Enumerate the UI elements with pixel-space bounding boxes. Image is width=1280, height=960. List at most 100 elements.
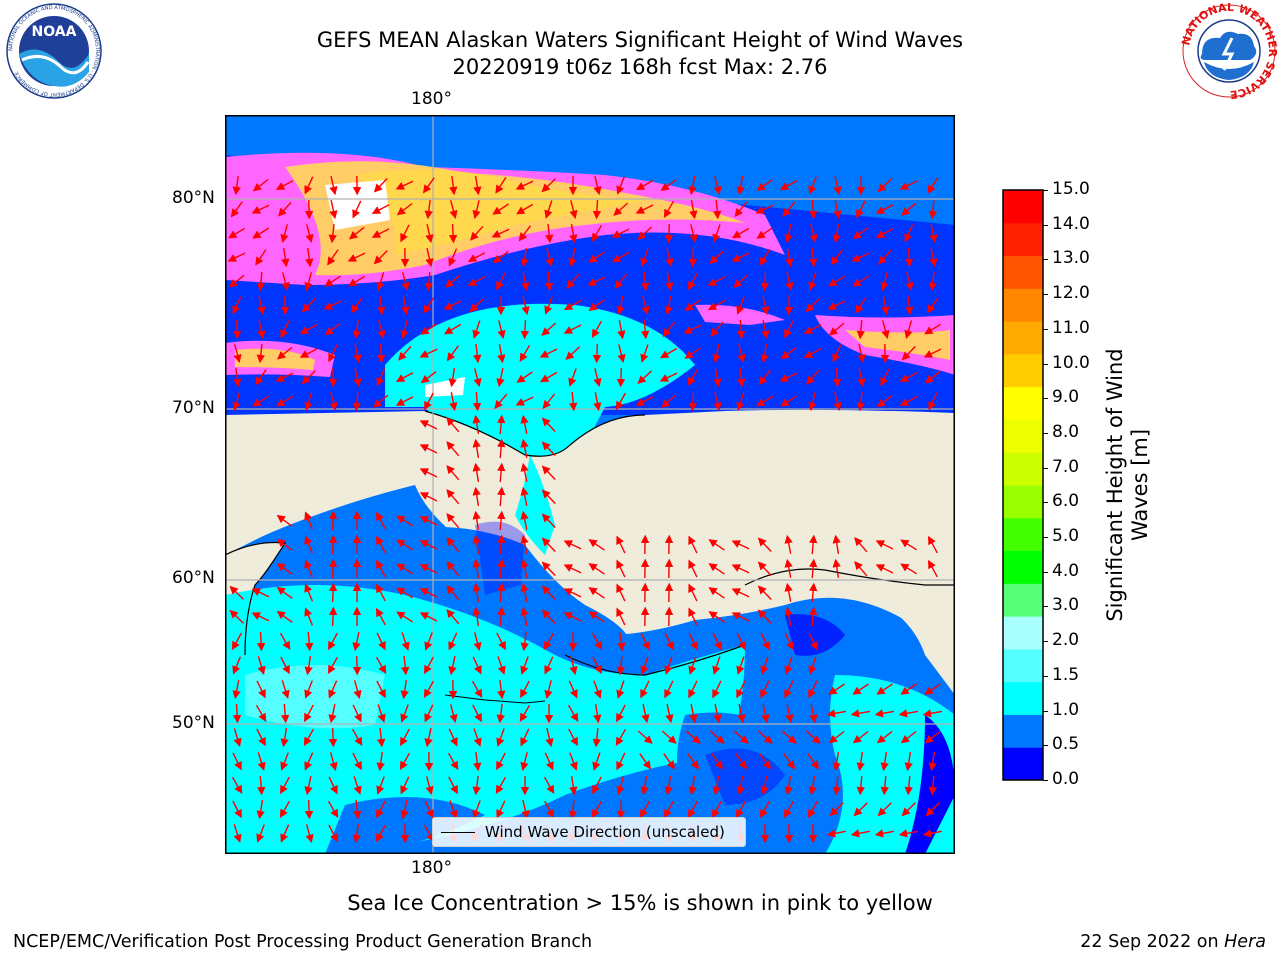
colorbar-segment xyxy=(1003,386,1043,420)
wind-wave-arrow xyxy=(713,392,722,412)
wind-wave-arrow xyxy=(541,441,556,456)
colorbar-segment xyxy=(1003,222,1043,257)
wind-wave-arrow xyxy=(758,369,771,386)
wind-wave-arrow xyxy=(520,462,529,482)
wind-wave-arrow xyxy=(495,177,507,194)
wind-wave-arrow xyxy=(400,224,410,243)
wind-wave-arrow xyxy=(640,656,649,675)
wind-wave-arrow xyxy=(373,178,388,193)
wind-wave-arrow xyxy=(233,824,242,843)
wind-wave-arrow xyxy=(924,323,941,335)
wind-wave-arrow xyxy=(492,203,509,215)
wind-wave-arrow xyxy=(492,251,509,264)
wind-wave-arrow xyxy=(304,655,313,676)
wind-wave-arrow xyxy=(472,510,481,531)
wind-wave-arrow xyxy=(276,346,293,360)
wind-wave-arrow xyxy=(689,224,698,244)
wind-wave-arrow xyxy=(922,709,943,718)
wind-wave-arrow xyxy=(328,582,338,603)
wind-wave-arrow xyxy=(352,752,362,771)
wind-wave-arrow xyxy=(446,561,460,577)
wind-wave-arrow xyxy=(544,296,553,315)
wind-wave-arrow xyxy=(423,297,435,314)
colorbar-tick-mark xyxy=(1043,190,1048,191)
wind-wave-arrow xyxy=(276,562,293,575)
colorbar-tick-mark xyxy=(1043,328,1048,330)
wind-wave-arrow xyxy=(280,320,290,339)
wind-wave-arrow xyxy=(496,558,506,579)
wind-wave-arrow xyxy=(688,656,697,675)
wind-wave-arrow xyxy=(328,344,338,363)
wind-wave-arrow xyxy=(640,319,650,340)
wind-wave-arrow xyxy=(563,540,582,550)
wind-wave-arrow xyxy=(232,296,242,315)
wind-wave-arrow xyxy=(876,394,893,408)
wind-wave-arrow xyxy=(545,224,554,244)
wind-wave-arrow xyxy=(515,180,534,190)
wind-wave-arrow xyxy=(256,680,266,699)
wind-wave-arrow xyxy=(713,704,722,724)
wind-wave-arrow xyxy=(446,417,460,433)
colorbar-tick-label: 3.0 xyxy=(1052,595,1080,616)
wind-wave-arrow xyxy=(496,486,506,507)
wind-wave-arrow xyxy=(663,800,675,819)
wind-wave-arrow xyxy=(376,583,386,602)
wind-wave-arrow xyxy=(614,273,628,290)
wind-wave-arrow xyxy=(616,799,626,820)
wind-wave-arrow xyxy=(276,586,293,599)
wind-wave-arrow xyxy=(396,611,413,623)
wind-wave-arrow xyxy=(664,295,673,316)
wind-wave-arrow xyxy=(713,176,722,196)
wind-wave-arrow xyxy=(472,534,481,555)
wind-wave-arrow xyxy=(880,368,890,387)
wind-wave-arrow xyxy=(467,252,486,262)
wind-wave-arrow xyxy=(497,656,506,675)
chart-title: GEFS MEAN Alaskan Waters Significant Hei… xyxy=(316,28,964,52)
wind-wave-arrow xyxy=(520,656,529,675)
wind-wave-arrow xyxy=(444,323,462,335)
wind-wave-arrow xyxy=(446,513,460,529)
wind-wave-arrow xyxy=(708,539,725,551)
wind-wave-arrow xyxy=(905,296,914,316)
wind-wave-arrow xyxy=(329,200,338,220)
wind-wave-arrow xyxy=(880,775,890,796)
colorbar-tick-mark xyxy=(1043,606,1048,608)
wind-wave-arrow xyxy=(279,800,291,819)
wind-wave-arrow xyxy=(640,632,650,651)
wind-wave-arrow xyxy=(545,728,554,748)
wind-wave-arrow xyxy=(443,300,462,310)
wind-wave-arrow xyxy=(568,728,578,747)
colorbar-tick-label: 0.0 xyxy=(1052,769,1080,789)
wind-wave-arrow xyxy=(688,607,698,626)
wind-wave-arrow xyxy=(809,224,818,244)
wind-wave-arrow xyxy=(756,395,774,407)
wind-wave-arrow xyxy=(688,391,698,412)
wind-wave-arrow xyxy=(304,583,314,602)
wind-wave-arrow xyxy=(304,199,314,220)
wind-wave-arrow xyxy=(396,515,413,527)
wind-wave-arrow xyxy=(616,752,626,771)
colorbar-tick-mark xyxy=(1043,745,1048,747)
wind-wave-arrow xyxy=(419,420,438,430)
wind-wave-arrow xyxy=(709,250,725,265)
wind-wave-arrow xyxy=(521,296,530,316)
wind-wave-arrow xyxy=(898,709,919,718)
wind-wave-arrow xyxy=(425,248,434,268)
wind-wave-arrow xyxy=(904,775,914,796)
wind-wave-arrow xyxy=(304,176,314,195)
wind-wave-arrow xyxy=(664,632,674,651)
wind-wave-arrow xyxy=(541,417,556,432)
wind-wave-arrow xyxy=(376,343,386,364)
wind-wave-arrow xyxy=(496,462,506,483)
lat-label-50: 50°N xyxy=(172,713,215,733)
wind-wave-arrow xyxy=(232,319,242,340)
wind-wave-arrow xyxy=(684,299,701,312)
wind-wave-arrow xyxy=(850,829,870,838)
wind-wave-arrow xyxy=(299,324,318,334)
wind-wave-arrow xyxy=(900,563,917,575)
wind-wave-arrow xyxy=(904,224,914,243)
wind-wave-arrow xyxy=(563,612,582,622)
wind-wave-arrow xyxy=(734,201,748,218)
wind-wave-arrow xyxy=(424,271,434,292)
wind-wave-arrow xyxy=(832,344,842,363)
